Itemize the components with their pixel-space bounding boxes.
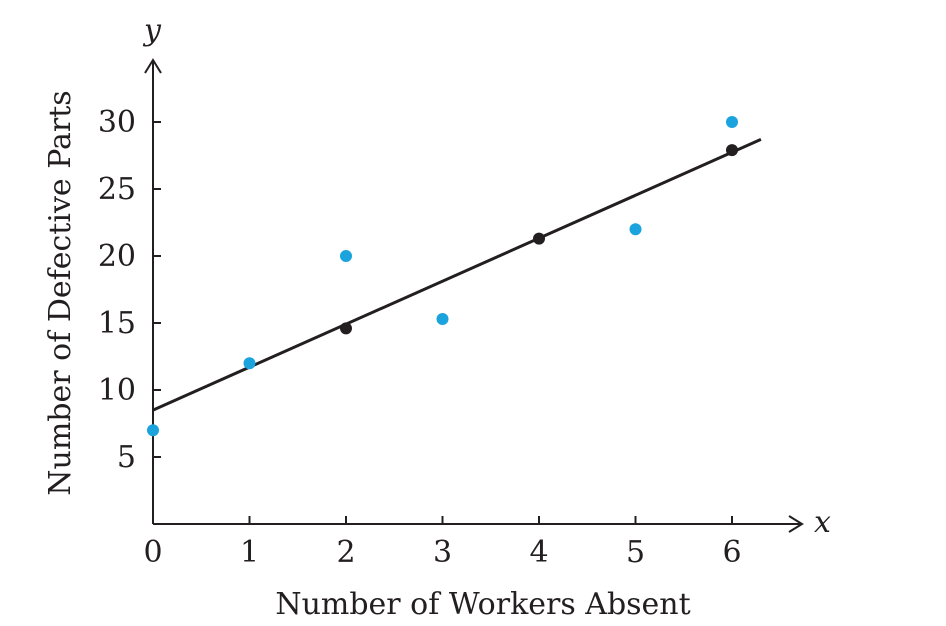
x-axis-arrow <box>788 515 804 533</box>
y-axis-title: Number of Defective Parts <box>43 90 78 495</box>
y-axis-arrow <box>144 58 162 74</box>
x-tick-label: 5 <box>626 535 645 570</box>
regression-line <box>152 138 762 412</box>
y-tick-label: 10 <box>98 373 136 408</box>
y-tick-label: 30 <box>98 105 136 140</box>
y-tick-label: 20 <box>98 239 136 274</box>
data-point <box>243 357 256 370</box>
x-tick-label: 1 <box>240 535 259 570</box>
x-tick-label: 2 <box>336 535 355 570</box>
y-ticks: 5 10 15 20 25 30 <box>98 105 161 475</box>
y-tick-label: 5 <box>117 440 136 475</box>
data-point <box>726 116 738 128</box>
data-point <box>436 312 449 325</box>
x-tick-label: 4 <box>529 535 548 570</box>
x-tick-label: 6 <box>722 535 741 570</box>
data-point <box>629 223 642 236</box>
x-axis-variable: x <box>814 505 831 540</box>
y-axis-variable: y <box>142 13 162 48</box>
fitted-point <box>340 322 352 335</box>
y-tick-label: 25 <box>98 172 136 207</box>
series-layer <box>147 116 762 437</box>
x-tick-label: 0 <box>143 535 162 570</box>
data-point <box>147 424 159 437</box>
fitted-point <box>533 232 545 245</box>
x-ticks: 0 1 2 3 4 5 6 <box>143 516 742 570</box>
x-tick-label: 3 <box>433 535 452 570</box>
axes <box>144 58 804 533</box>
y-tick-label: 15 <box>98 306 136 341</box>
fitted-point <box>726 144 738 157</box>
data-point <box>340 250 352 262</box>
x-axis-title: Number of Workers Absent <box>275 587 690 622</box>
